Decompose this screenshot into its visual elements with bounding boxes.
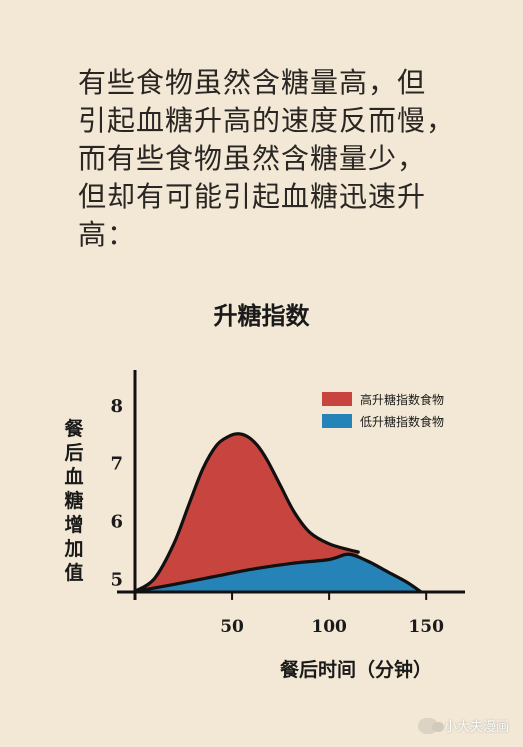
chart-areas [133, 432, 422, 593]
intro-line: 但却有可能引起血糖迅速升 [78, 180, 427, 213]
high-gi-area-outline [133, 432, 360, 593]
y-axis-label-char: 加 [63, 538, 83, 560]
high-gi-area [135, 433, 359, 592]
intro-line: 引起血糖升高的速度反而慢， [78, 104, 456, 137]
y-tick-label: 7 [110, 454, 123, 475]
y-axis-label-char: 血 [64, 465, 83, 488]
low-gi-area [135, 554, 421, 592]
intro-text: 有些食物虽然含糖量高，但 引起血糖升高的速度反而慢， 而有些食物虽然含糖量少， … [78, 64, 498, 254]
chart-title: 升糖指数 [213, 301, 310, 330]
wechat-icon [417, 717, 444, 734]
x-tick-label: 150 [408, 617, 444, 637]
y-axis-label-char: 后 [64, 442, 83, 464]
legend-label: 高升糖指数食物 [360, 392, 444, 407]
chart-axes [117, 370, 465, 600]
low-gi-area-outline [133, 552, 422, 593]
intro-line: 高： [78, 218, 137, 251]
watermark: 小大夫漫画 [417, 716, 509, 735]
y-axis-label-char: 餐 [64, 417, 84, 440]
watermark-text: 小大夫漫画 [443, 720, 509, 735]
intro-line: 有些食物虽然含糖量高，但 [78, 66, 427, 99]
intro-line: 而有些食物虽然含糖量少， [78, 142, 427, 175]
legend-swatch [322, 414, 352, 428]
chart-ticks: 5 6 7 8 50 100 150 [110, 396, 444, 637]
y-tick-label: 8 [110, 396, 123, 417]
y-axis-label-char: 增 [64, 513, 83, 536]
y-axis-label-char: 糖 [64, 489, 83, 512]
legend-label: 低升糖指数食物 [360, 414, 444, 429]
y-tick-label: 5 [110, 570, 123, 591]
legend-swatch [322, 392, 352, 406]
x-axis-label: 餐后时间（分钟） [280, 658, 432, 681]
y-axis-label-char: 值 [64, 561, 83, 584]
x-tick-label: 100 [311, 617, 347, 637]
y-tick-label: 6 [110, 512, 123, 533]
x-tick-label: 50 [220, 617, 244, 637]
